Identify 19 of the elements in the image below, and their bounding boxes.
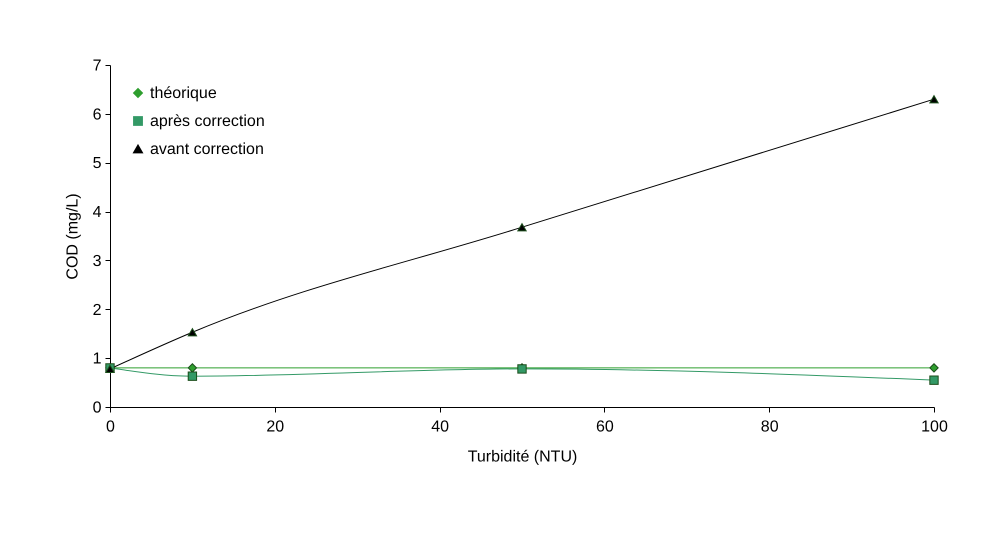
y-tick-label: 6 [92,106,102,124]
x-tick-label: 60 [596,418,614,436]
y-tick-label: 0 [92,400,102,416]
y-tick-label: 2 [92,302,102,319]
y-axis-title: COD (mg/L) [64,193,82,280]
legend-label: théorique [150,85,217,102]
x-tick-label: 100 [921,418,948,436]
legend-label: avant correction [150,141,264,158]
y-tick-label: 1 [92,350,102,368]
y-tick-label: 3 [92,252,102,270]
x-tick-label: 40 [431,418,450,436]
legend-label: après correction [150,113,265,130]
y-tick-label: 4 [92,204,102,222]
x-tick-label: 0 [106,418,116,436]
x-axis-title: Turbidité (NTU) [468,448,578,466]
x-tick-label: 80 [760,418,779,436]
x-tick-label: 20 [266,418,284,436]
y-tick-label: 5 [92,155,102,172]
y-tick-label: 7 [92,58,102,74]
